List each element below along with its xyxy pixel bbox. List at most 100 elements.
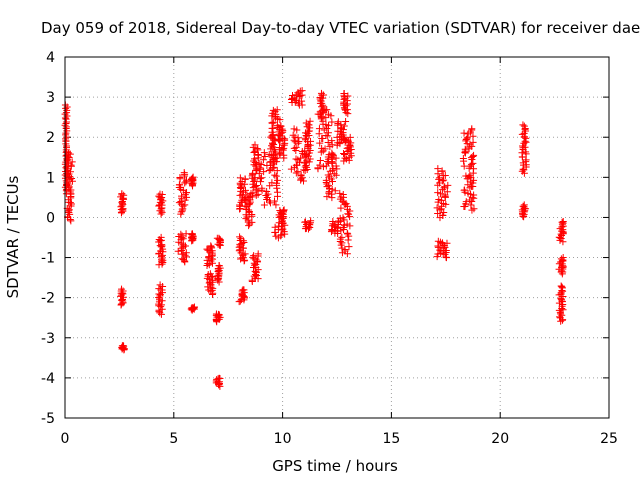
- data-point: [176, 181, 184, 189]
- data-point: [66, 150, 74, 158]
- y-tick-label: 2: [46, 130, 55, 146]
- data-point: [323, 106, 331, 114]
- data-point: [462, 172, 470, 180]
- data-point: [330, 221, 338, 229]
- data-cluster: [248, 250, 262, 285]
- data-point: [65, 149, 73, 157]
- data-point: [328, 149, 336, 157]
- data-point: [316, 156, 324, 164]
- data-cluster: [242, 189, 256, 230]
- data-point: [255, 159, 263, 167]
- data-point: [209, 284, 217, 292]
- data-cluster: [187, 173, 197, 190]
- data-point: [65, 183, 73, 191]
- x-axis-label: GPS time / hours: [272, 457, 398, 475]
- data-point: [270, 147, 278, 155]
- data-point: [268, 179, 276, 187]
- data-point: [328, 155, 336, 163]
- data-point: [297, 171, 305, 179]
- data-point: [434, 189, 442, 197]
- data-point: [241, 175, 249, 183]
- data-point: [328, 137, 336, 145]
- data-point: [216, 236, 224, 244]
- data-point: [256, 164, 264, 172]
- x-tick-label: 20: [491, 431, 509, 447]
- data-point: [321, 145, 329, 153]
- data-point: [522, 134, 530, 142]
- data-point: [441, 243, 449, 251]
- data-point: [469, 138, 477, 146]
- data-point: [460, 186, 468, 194]
- data-point: [269, 124, 277, 132]
- data-point: [462, 136, 470, 144]
- data-point: [205, 253, 213, 261]
- data-point: [522, 156, 530, 164]
- data-point: [340, 150, 348, 158]
- data-point: [236, 174, 244, 182]
- data-point: [339, 214, 347, 222]
- data-cluster: [271, 213, 289, 242]
- data-cluster: [433, 165, 452, 222]
- data-point: [280, 144, 288, 152]
- data-point: [435, 175, 443, 183]
- data-point: [256, 175, 264, 183]
- data-cluster: [155, 281, 167, 318]
- data-point: [279, 141, 287, 149]
- data-cluster: [212, 310, 224, 326]
- data-point: [557, 282, 565, 290]
- data-point: [345, 210, 353, 218]
- data-point: [558, 284, 566, 292]
- data-point: [296, 87, 304, 95]
- data-point: [188, 230, 196, 238]
- data-point: [261, 153, 269, 161]
- plot-frame: [64, 56, 610, 419]
- data-point: [460, 129, 468, 137]
- data-point: [118, 198, 126, 206]
- data-point: [332, 162, 340, 170]
- data-point: [243, 191, 251, 199]
- data-point: [183, 176, 190, 184]
- data-point: [325, 110, 333, 118]
- data-cluster: [117, 285, 127, 309]
- data-point: [465, 173, 473, 181]
- data-point: [330, 170, 338, 178]
- data-point: [322, 176, 330, 184]
- data-point: [237, 255, 245, 263]
- y-tick-label: 0: [46, 210, 55, 226]
- data-point: [306, 155, 314, 163]
- data-cluster: [235, 233, 249, 265]
- data-point: [470, 205, 478, 213]
- data-point: [250, 149, 258, 157]
- data-cluster: [460, 169, 478, 214]
- data-point: [306, 117, 314, 125]
- data-point: [182, 249, 190, 257]
- data-cluster: [174, 230, 191, 266]
- y-tick-label: 1: [46, 170, 55, 186]
- data-point: [253, 145, 261, 153]
- data-point: [319, 135, 327, 143]
- data-point: [440, 184, 448, 192]
- data-point: [190, 303, 198, 311]
- data-point: [203, 245, 211, 253]
- data-point: [156, 281, 164, 289]
- data-point: [334, 127, 342, 135]
- data-point: [280, 206, 288, 214]
- data-point: [519, 202, 527, 210]
- data-point: [176, 174, 184, 182]
- data-point: [272, 201, 280, 209]
- data-cluster: [117, 190, 128, 217]
- data-cluster: [287, 87, 306, 109]
- data-point: [260, 149, 268, 157]
- data-point: [275, 222, 283, 230]
- data-point: [559, 253, 567, 261]
- data-point: [301, 218, 309, 226]
- data-point: [440, 208, 448, 216]
- data-point: [298, 87, 306, 95]
- data-point: [215, 311, 223, 319]
- data-point: [292, 155, 300, 163]
- data-point: [340, 89, 348, 97]
- data-point: [118, 190, 126, 198]
- data-point: [470, 151, 478, 159]
- data-cluster: [155, 190, 167, 218]
